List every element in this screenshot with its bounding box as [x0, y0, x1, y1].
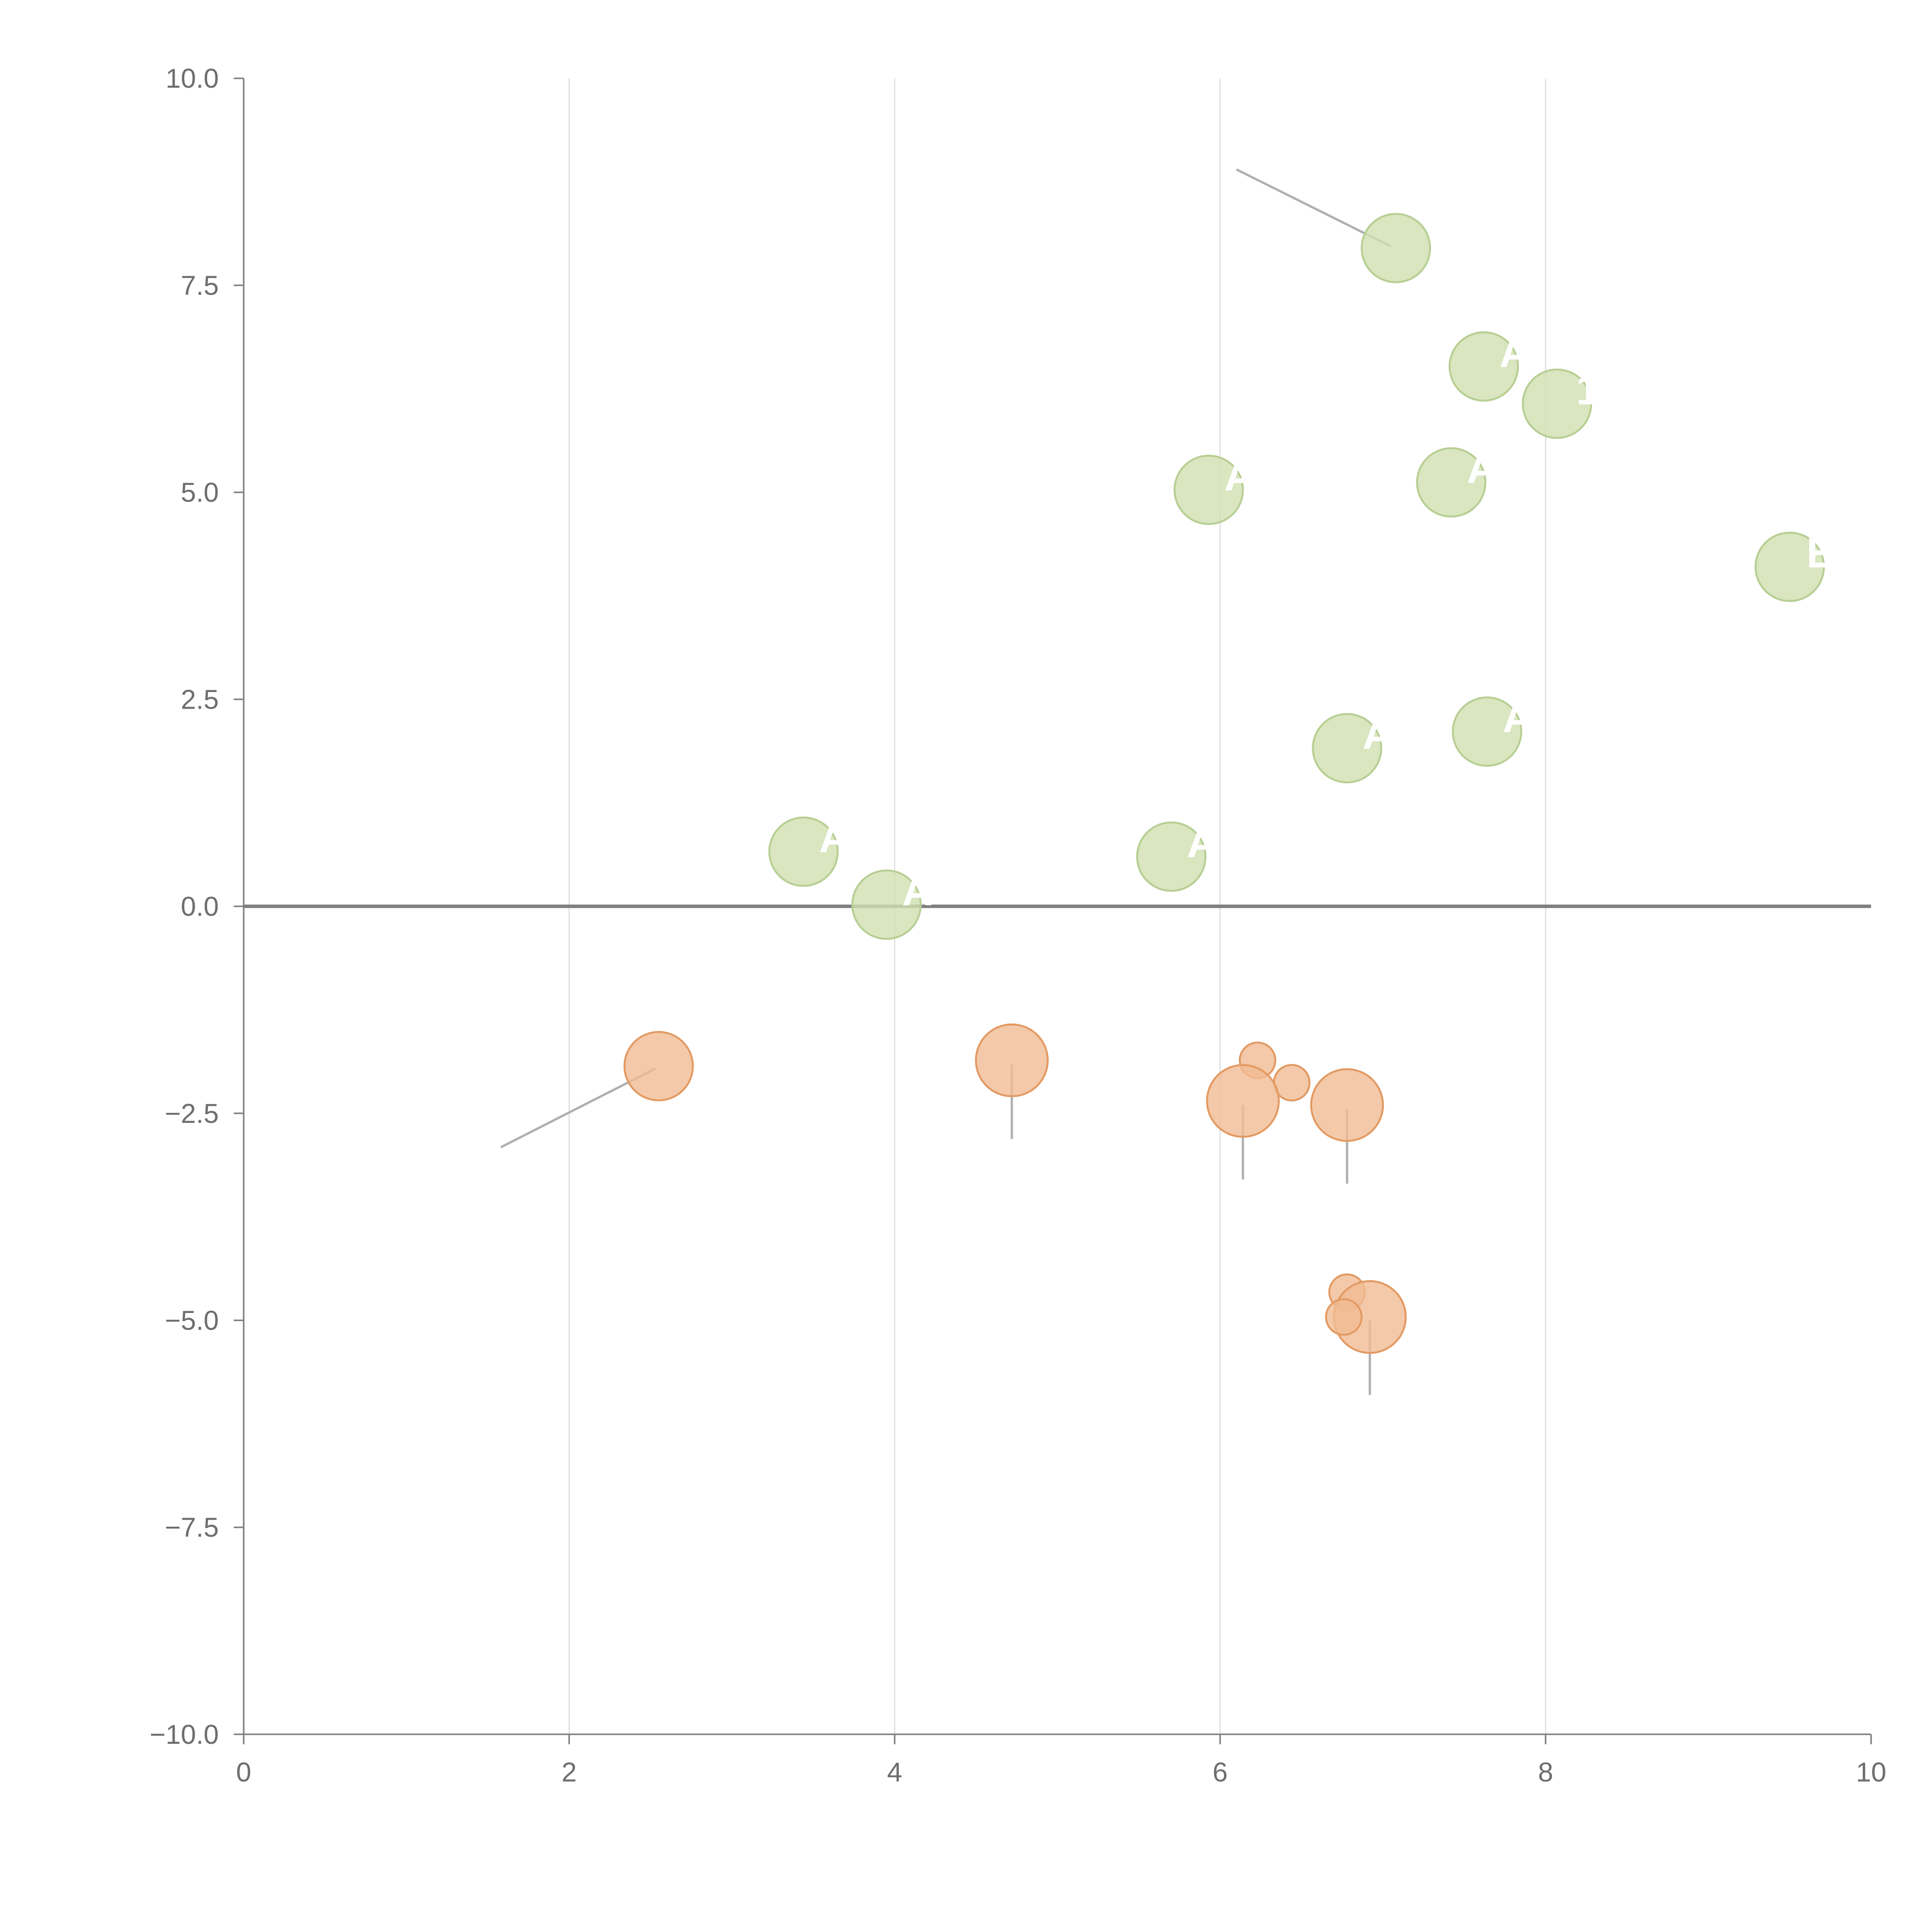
y-tick-label: −10.0: [150, 1719, 219, 1750]
positive-point: [1448, 331, 1519, 402]
point-label: A: [1503, 694, 1533, 742]
y-tick-label: 2.5: [181, 684, 219, 714]
data-points: [623, 213, 1825, 1354]
point-label: E: [1806, 530, 1835, 577]
point-label: A: [1362, 711, 1393, 758]
y-tick-label: −5.0: [165, 1305, 219, 1335]
positive-point: [1754, 532, 1825, 602]
positive-point: [1136, 821, 1207, 892]
point-label: A: [1467, 445, 1497, 492]
leader-lines: [500, 168, 1392, 1395]
point-label: A: [1187, 820, 1217, 867]
x-tick-label: 6: [1213, 1757, 1228, 1787]
x-tick-label: 2: [561, 1757, 577, 1787]
point-label: 1: [1576, 366, 1600, 413]
x-tick-label: 0: [236, 1757, 251, 1787]
negative-point: [1325, 1298, 1363, 1336]
y-tick-label: −2.5: [165, 1098, 219, 1129]
x-tick-label: 10: [1856, 1757, 1886, 1787]
positive-point: [851, 869, 922, 940]
point-labels: A1A AEA AA AA: [819, 329, 1835, 915]
positive-point: [1452, 696, 1522, 767]
point-label: A: [819, 815, 850, 862]
positive-point: [1416, 447, 1486, 518]
point-label: A: [1499, 329, 1530, 376]
positive-point: [1173, 454, 1244, 525]
point-label: A: [902, 867, 932, 915]
y-tick-label: 0.0: [181, 891, 219, 922]
x-tick-label: 8: [1538, 1757, 1553, 1787]
point-label: A: [1224, 452, 1255, 500]
negative-point: [1310, 1068, 1384, 1142]
y-tick-label: 5.0: [181, 477, 219, 508]
y-tick-label: 10.0: [166, 63, 219, 94]
y-tick-label: 7.5: [181, 270, 219, 301]
positive-point: [768, 816, 839, 887]
positive-point: [1522, 368, 1592, 439]
positive-point: [1312, 713, 1383, 784]
x-tick-label: 4: [887, 1757, 902, 1787]
negative-point: [623, 1031, 694, 1102]
positive-point: [1361, 213, 1431, 283]
negative-point: [1206, 1064, 1280, 1138]
y-tick-label: −7.5: [165, 1512, 219, 1543]
negative-point: [975, 1023, 1049, 1097]
axes: 10.0 7.5 5.0 2.5 0.0 −2.5 −5.0 −7.5 −10.0 0 2 4 6 8 10: [150, 63, 1886, 1787]
